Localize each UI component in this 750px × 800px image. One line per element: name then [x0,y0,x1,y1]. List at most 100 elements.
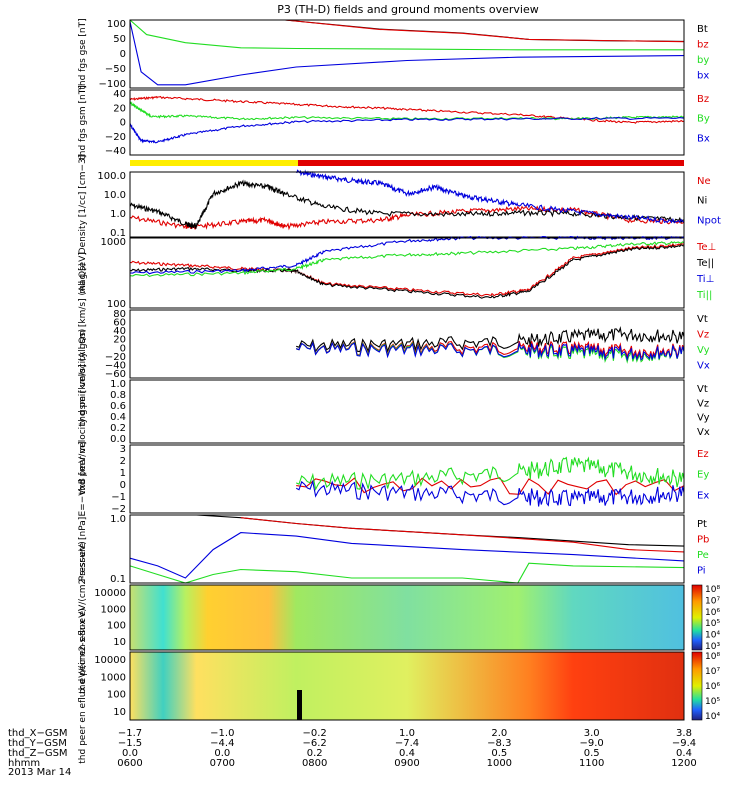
y-tick-label: −50 [105,64,126,75]
series-Vx-line [296,341,685,362]
xaxis-value: 0.2 [307,748,323,759]
peer_velocity-panel: 1.00.80.60.40.20.0 Vt Vz Vy Vx thd peer veloc… [78,329,710,495]
y-tick-label: 0 [120,49,126,60]
y-tick-label: 40 [113,326,126,337]
series-Te||-line [129,243,685,299]
colorbar-tick-label: 10⁸ [705,585,720,595]
y-tick-label: 50 [113,34,126,45]
xaxis-value: −4.4 [210,738,234,749]
legend-Te||: Te|| [696,258,714,269]
colorbar-tick-label: 10⁷ [705,596,720,606]
y-tick-label: 10.0 [104,190,126,201]
density-frame [129,171,685,238]
series-Pi-line [129,532,685,579]
y-tick-label: 60 [113,318,126,329]
series-Vt-line [296,325,685,354]
xaxis-value: 0.0 [122,748,138,759]
peer_eflux-frame [129,651,685,721]
xaxis-value: 3.0 [584,728,600,739]
y-tick-label: 0.6 [110,401,126,412]
xaxis-value: 0.5 [491,748,507,759]
legend-Ez: Ez [697,449,709,460]
xaxis-value: −7.4 [395,738,419,749]
mode-bar-fast [130,160,298,166]
series-Pt-line [196,514,685,547]
peir_velocity-frame [129,309,685,379]
series-Bx-line [129,116,685,144]
y-tick-label: 1000 [101,604,126,615]
legend-Vt: Vt [697,314,708,325]
legend-by: by [697,55,709,66]
legend-Vx: Vx [697,361,710,372]
y-tick-label: 0.0 [110,434,126,445]
y-tick-label: −60 [105,369,126,380]
xaxis-value: −0.2 [303,728,327,739]
y-tick-label: 1.0 [110,514,126,525]
fgs_gse-frame [129,19,685,89]
legend-Ti⊥: Ti⊥ [696,274,714,285]
xaxis-value: 2.0 [491,728,507,739]
fgs_gsm-frame [129,89,685,156]
date-label: 2013 Mar 14 [8,767,71,778]
legend-Vy: Vy [697,345,710,356]
colorbar-tick-label: 10³ [705,642,720,652]
xaxis-value: 1100 [579,758,604,769]
peir_eflux-colorbar [691,584,703,651]
efield-frame [129,444,685,514]
y-axis-label: mag [eV] [78,252,88,294]
figure-title: P3 (TH-D) fields and ground moments over… [277,3,539,16]
y-tick-label: 1 [120,468,126,479]
xaxis-value: −9.0 [580,738,604,749]
colorbar-tick-label: 10⁷ [705,667,720,677]
series-Pe-line [129,562,685,584]
legend-By: By [697,114,710,125]
series-bx-line [129,21,685,86]
xaxis-value: 3.8 [676,728,692,739]
legend-Vy: Vy [697,413,710,424]
legend-Bx: Bx [697,133,710,144]
colorbar-tick-label: 10⁴ [705,631,720,641]
legend-Ey: Ey [697,470,709,481]
y-tick-label: 100 [107,690,126,701]
colorbar-tick-label: 10⁸ [705,652,720,662]
y-tick-label: 100.0 [97,171,126,182]
colorbar-tick-label: 10⁶ [705,682,720,692]
colorbar-tick-label: 10⁶ [705,608,720,618]
series-Bz-line [129,95,685,124]
legend-Vt: Vt [697,384,708,395]
y-tick-label: 1.0 [110,379,126,390]
y-tick-label: −20 [105,352,126,363]
legend-Bt: Bt [697,24,708,35]
series-Ne-line [129,205,685,231]
mode-bar [130,160,684,166]
legend-Ne: Ne [697,176,711,187]
legend-Pb: Pb [697,535,709,546]
colorbar-tick-label: 10⁴ [705,712,720,722]
xaxis-value: −8.3 [487,738,511,749]
legend-Bz: Bz [697,94,709,105]
y-tick-label: −2 [111,504,126,515]
series-Ti⊥-line [129,235,685,275]
y-tick-label: 10000 [94,588,126,599]
y-axis-label: thd peir en eflux eV/(cm2-s-sr-eV) [78,541,88,693]
xaxis-row-label: thd_Y−GSM [8,738,67,749]
xaxis-value: −1.7 [118,728,142,739]
xaxis-value: 1.0 [399,728,415,739]
y-tick-label: 10000 [94,655,126,666]
legend-Pe: Pe [697,550,709,561]
temperature-panel: 1000 100 Te⊥ Te|| Ti⊥ Ti|| mag [eV] [78,235,716,310]
legend-bx: bx [697,71,709,82]
y-tick-label: −100 [99,79,126,90]
y-tick-label: −40 [105,360,126,371]
xaxis-value: −9.4 [672,738,696,749]
y-tick-label: 20 [113,103,126,114]
y-tick-label: 100 [107,621,126,632]
y-tick-label: 10 [113,707,126,718]
y-tick-label: 100 [107,19,126,30]
pressure-panel: 1.0 0.1 Pt Pb Pe Pi Pressure [nPa] [78,514,709,585]
temperature-frame [129,237,685,309]
y-tick-label: 0.1 [110,574,126,585]
y-axis-label: thd peir velocity gsm [km/s] (All Qs) [78,263,88,426]
